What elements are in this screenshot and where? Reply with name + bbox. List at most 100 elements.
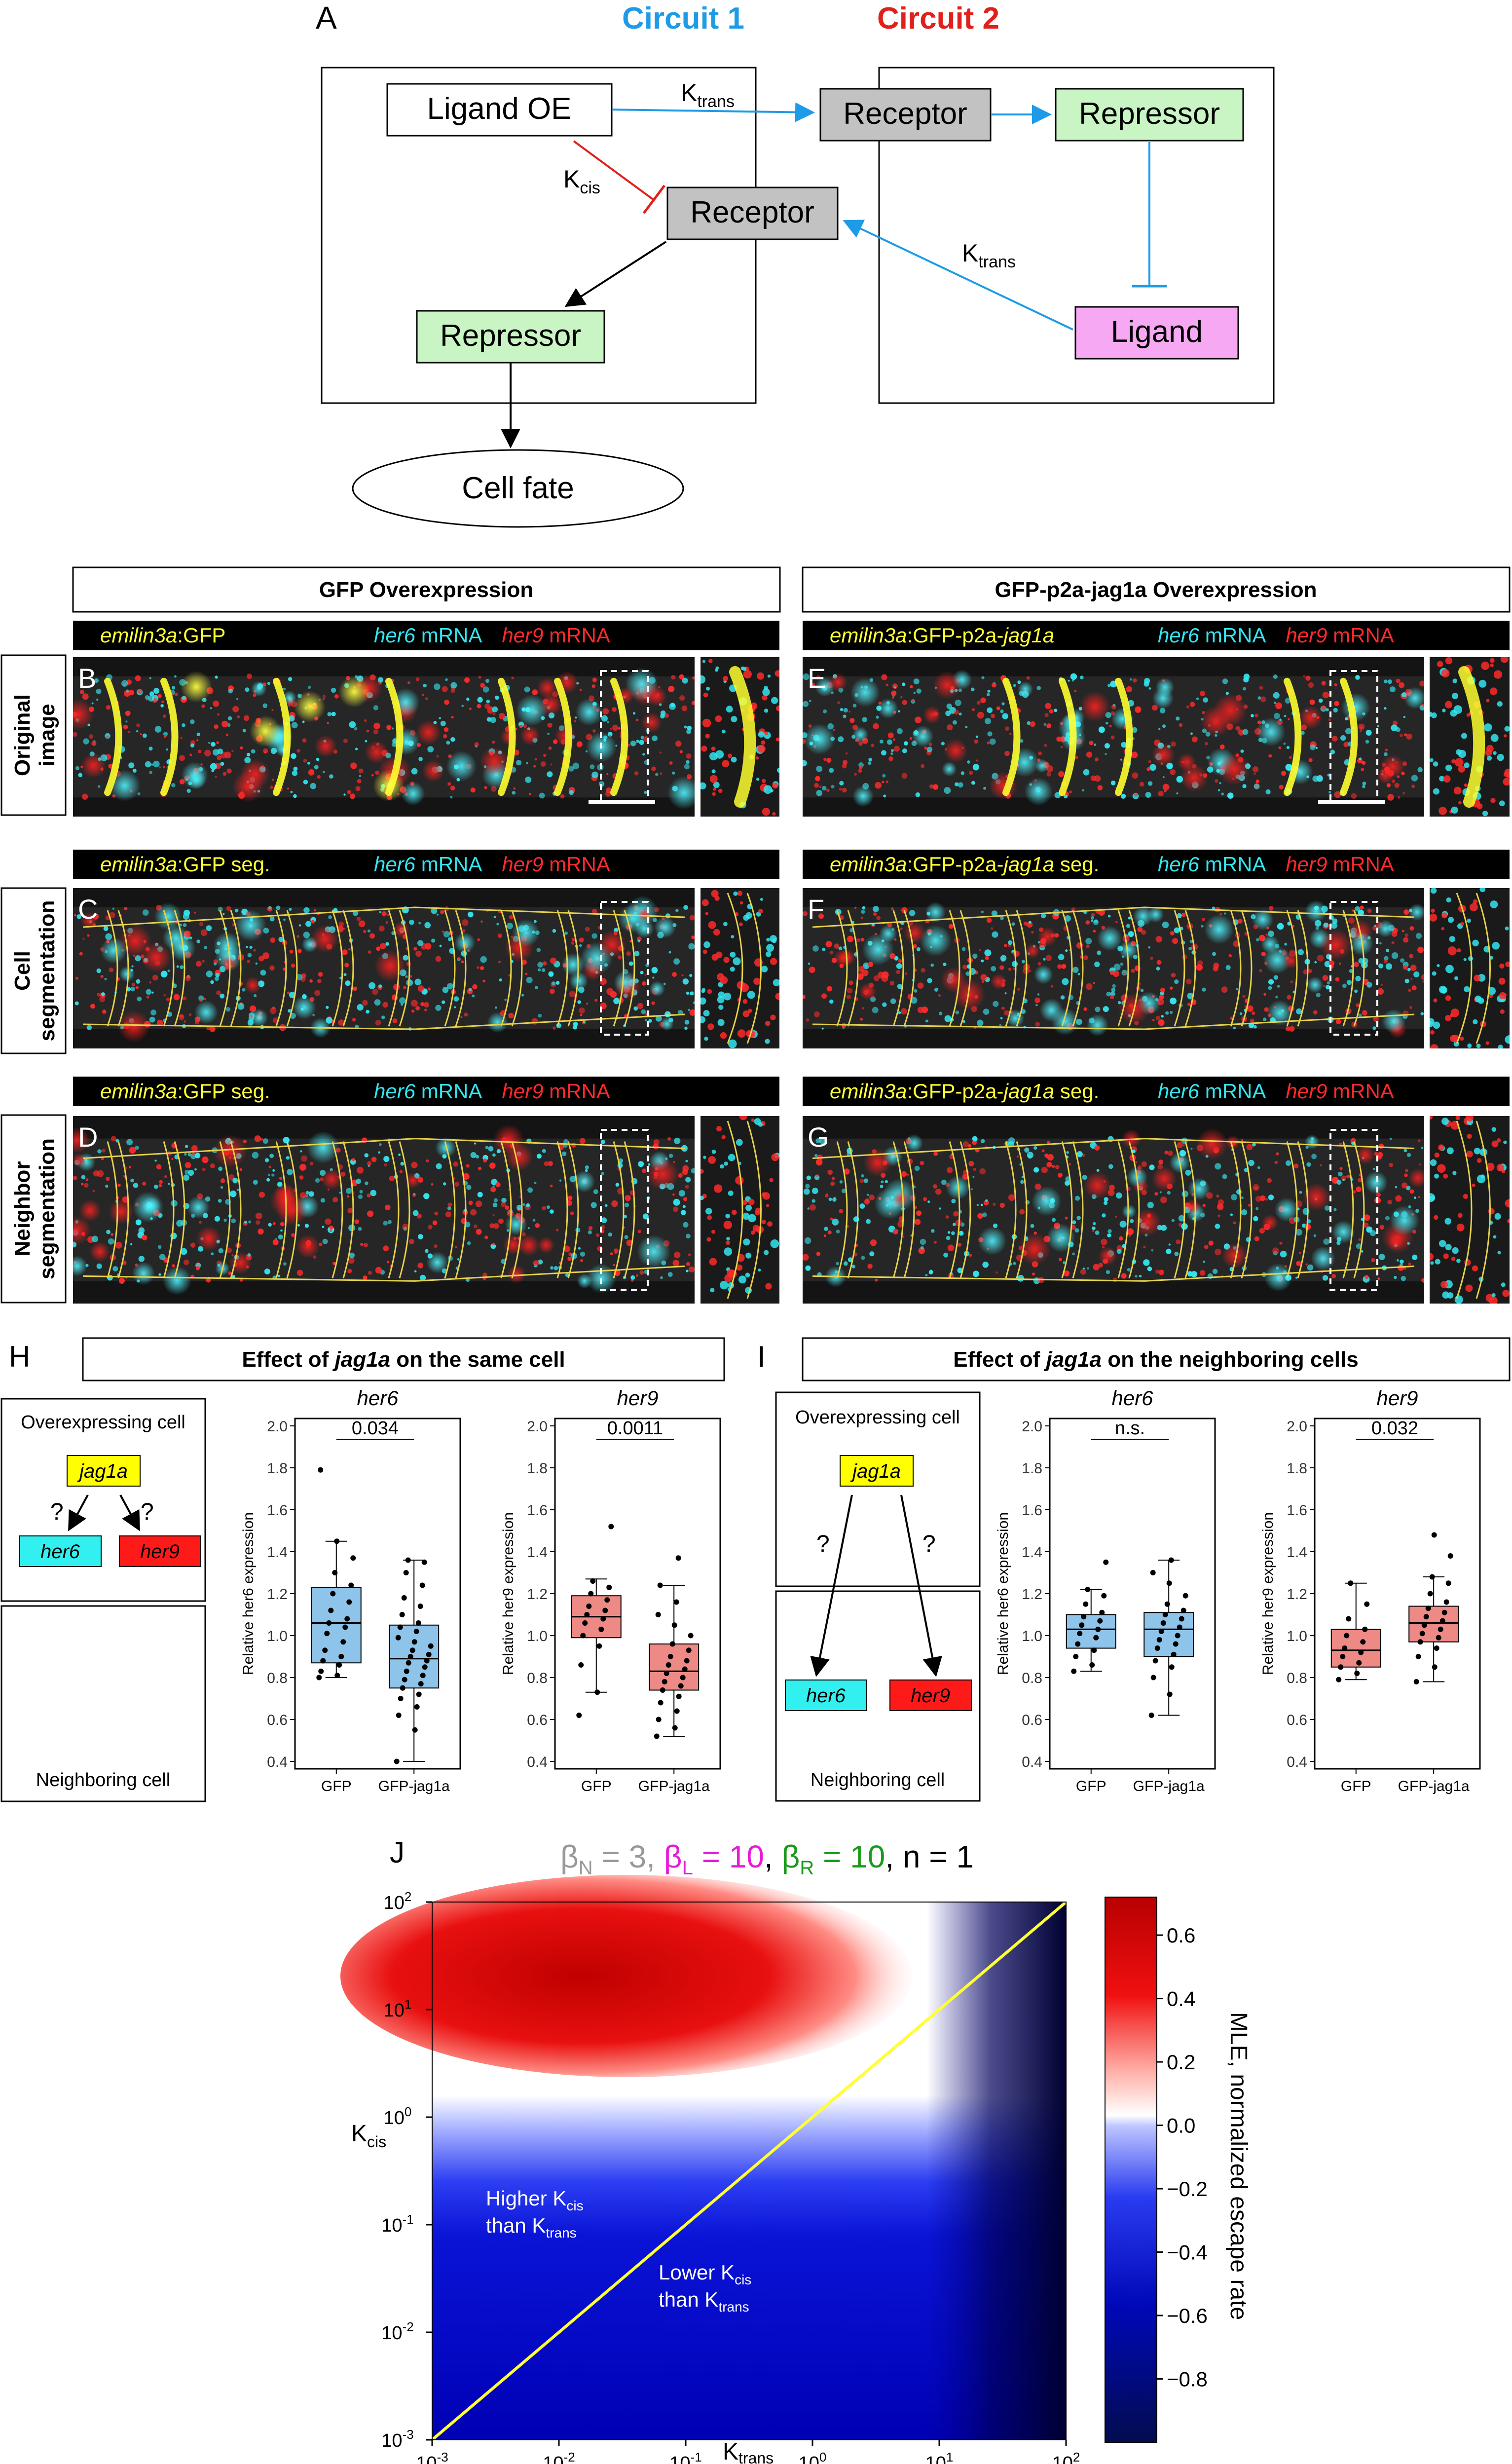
data-point [665,1662,671,1668]
data-point [412,1727,418,1733]
zoom-inset-image [701,888,779,1048]
x-tick-label: 101 [925,2450,954,2464]
y-tick-label: 2.0 [527,1419,548,1435]
x-tick-label: GFP-jag1a [1398,1778,1470,1794]
colorbar-tick-label: 0.2 [1167,2051,1195,2074]
data-point [348,1582,354,1588]
ligand-oe-box [386,83,613,137]
zoom-region-outline [600,1129,649,1291]
y-tick-label: 2.0 [1287,1419,1307,1435]
zoom-inset-image [1430,1116,1510,1304]
channel-legend-bar [803,621,1510,650]
y-tick-label: 0.4 [1287,1754,1307,1770]
data-point [1079,1622,1085,1628]
data-point [667,1654,673,1659]
y-tick-label: 10-2 [381,2319,413,2344]
data-point [415,1620,421,1626]
data-point [1434,1645,1439,1651]
data-point [1340,1654,1346,1659]
data-point [316,1675,322,1680]
circuit-1-title: Circuit 1 [622,1,744,36]
data-point [596,1643,602,1649]
data-point [680,1675,686,1680]
channel-legend-her: her6 mRNA her9 mRNA [1158,1080,1394,1103]
x-tick-label: GFP-jag1a [378,1778,450,1794]
y-tick-label: 1.4 [1287,1544,1307,1561]
y-tick-label: 1.6 [1287,1502,1307,1519]
data-point [1443,1599,1449,1605]
data-point [332,1570,338,1575]
data-point [688,1633,694,1639]
colorbar-tick-label: 0.6 [1167,1924,1195,1947]
i-question-2: ? [922,1531,936,1557]
zoom-inset-image [1430,657,1510,817]
panel-j: J βN = 3, βL = 10, βR = 10, n = 1 Higher… [340,1836,1252,2464]
y-tick-label: 2.0 [267,1419,288,1435]
data-point [1438,1626,1443,1632]
h-her6-box [19,1535,102,1567]
box-iqr [1066,1614,1116,1649]
y-tick-label: 0.4 [267,1754,288,1770]
data-point [394,1758,400,1764]
right-header: GFP-p2a-jag1a Overexpression [995,578,1317,602]
data-point [671,1622,677,1628]
i-jag1a-label: jag1a [850,1460,901,1482]
circuit-2-title: Circuit 2 [877,1,999,36]
channel-legend-her: her6 mRNA her9 mRNA [374,624,610,647]
panel-letter: G [808,1121,829,1153]
data-point [401,1595,407,1601]
data-point [400,1685,406,1691]
data-point [1152,1658,1158,1664]
panel-i: I Effect of jag1a on the neighboring cel… [757,1337,1511,1802]
data-point [582,1620,588,1626]
colorbar-tick-label: −0.2 [1167,2177,1208,2201]
data-point [324,1631,330,1637]
data-point [1150,1570,1156,1575]
y-tick-label: 0.6 [1287,1712,1307,1728]
data-point [590,1578,596,1584]
data-point [318,1467,324,1473]
data-point [346,1599,352,1605]
microscopy-image: G [803,1116,1424,1304]
repressor-1-label: Repressor [440,319,581,353]
data-point [1356,1660,1362,1666]
colorbar-tick-label: 0.0 [1167,2114,1195,2137]
receptor-to-repressor-arrow [564,241,667,307]
data-point [1354,1671,1360,1676]
boxplot-ylabel: Relative her9 expression [1260,1512,1276,1675]
data-point [1093,1635,1099,1641]
receptor-1-box [666,187,839,240]
data-point [669,1641,675,1647]
boxplot-title: her6 [1111,1386,1153,1410]
data-point [1431,1532,1437,1538]
data-point [1348,1580,1354,1586]
data-point [654,1733,660,1739]
data-point [340,1639,346,1645]
channel-legend-bar [73,850,779,879]
data-point [1432,1664,1438,1670]
data-point [580,1633,586,1639]
data-point [1364,1601,1370,1607]
data-point [1445,1580,1451,1586]
data-point [1429,1574,1435,1580]
data-point [395,1635,401,1641]
i-her6-label: her6 [806,1685,846,1707]
data-point [416,1691,422,1697]
y-tick-label: 1.4 [267,1544,288,1561]
data-point [675,1555,681,1561]
row-label: Neighborsegmentation [10,1138,59,1279]
data-point [578,1662,584,1668]
y-tick-label: 101 [384,1997,412,2021]
heatmap-frame [432,1902,1067,2440]
x-tick-label: 10-2 [543,2450,575,2464]
data-point [1362,1626,1368,1632]
data-point [1103,1559,1109,1565]
y-tick-label: 1.8 [1287,1460,1307,1477]
data-point [334,1673,340,1679]
boxplot-title: her9 [1376,1386,1418,1410]
p-value: 0.034 [352,1418,399,1439]
repressor-2-box [1055,88,1244,142]
data-point [1421,1622,1427,1628]
h-arrow-her6 [68,1494,89,1531]
data-point [411,1639,417,1645]
